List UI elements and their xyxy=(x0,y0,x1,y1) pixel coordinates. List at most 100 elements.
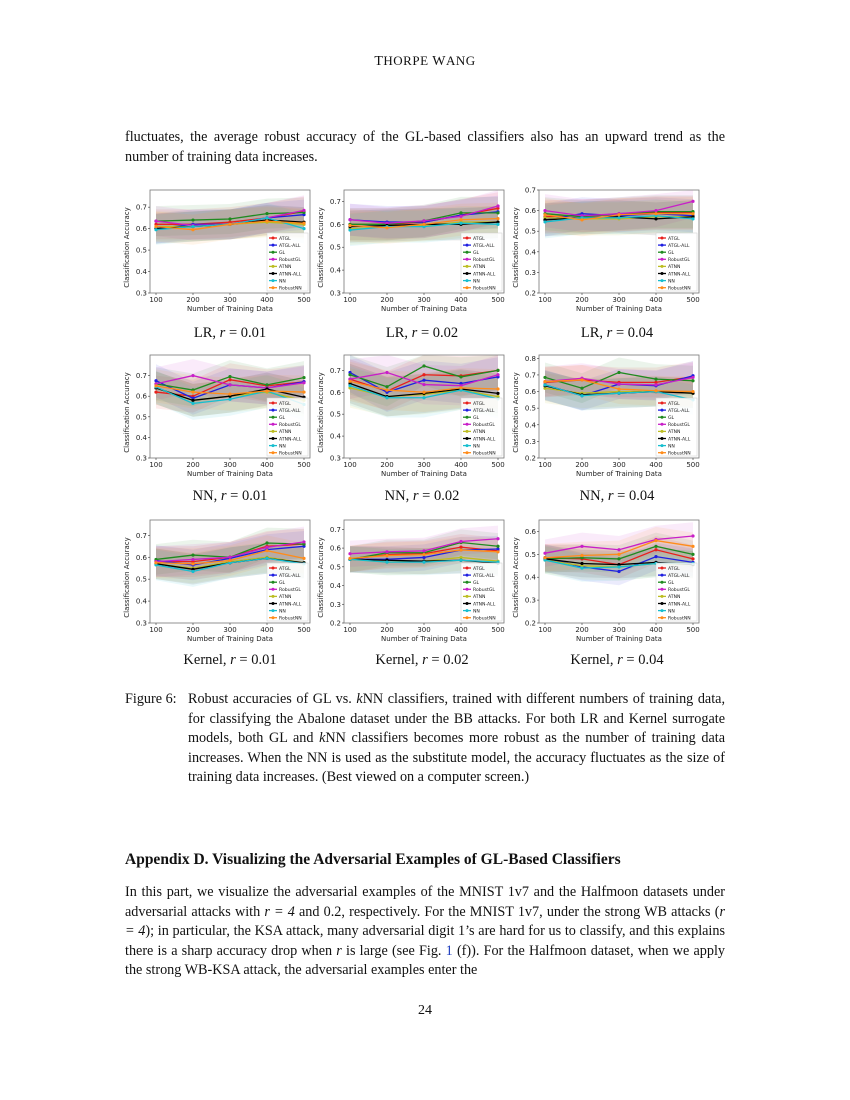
legend-marker xyxy=(465,422,469,426)
x-axis-label: Number of Training Data xyxy=(576,635,662,643)
legend-marker xyxy=(465,415,469,419)
legend-label: ATGL-ALL xyxy=(279,573,301,579)
x-tick-label: 100 xyxy=(343,626,356,634)
legend-label: RobustNN xyxy=(279,616,302,622)
data-point xyxy=(348,556,352,560)
legend-marker xyxy=(465,594,469,598)
legend-marker xyxy=(660,587,664,591)
legend-label: RobustGL xyxy=(279,257,301,263)
legend-marker xyxy=(271,422,275,426)
legend-label: ATNN xyxy=(279,594,291,600)
legend-marker xyxy=(660,279,664,283)
legend-marker xyxy=(271,279,275,283)
data-point xyxy=(191,228,195,232)
y-tick-label: 0.6 xyxy=(330,221,342,229)
legend-label: NN xyxy=(668,443,675,449)
x-tick-label: 400 xyxy=(260,626,273,634)
legend-label: ATNN-ALL xyxy=(279,271,302,277)
data-point xyxy=(228,555,232,559)
legend-marker xyxy=(660,437,664,440)
data-point xyxy=(496,547,500,551)
x-tick-label: 200 xyxy=(380,461,393,469)
legend-label: ATGL xyxy=(473,566,485,572)
x-axis-label: Number of Training Data xyxy=(381,470,467,478)
x-tick-label: 500 xyxy=(297,461,310,469)
data-point xyxy=(154,384,158,388)
data-point xyxy=(543,375,547,380)
chart-8: 0.2 0.3 0.4 0.5 0.6 0.7 100 200 300 400 500 Number … xyxy=(317,519,505,643)
data-point xyxy=(459,388,463,392)
data-point xyxy=(496,544,500,548)
data-point xyxy=(691,212,695,216)
data-point xyxy=(496,368,500,372)
data-point xyxy=(459,555,463,560)
data-point xyxy=(302,540,306,544)
figure-reference-link[interactable]: 1 xyxy=(445,942,453,959)
legend-marker xyxy=(465,609,469,613)
data-point xyxy=(459,548,463,552)
x-tick-label: 500 xyxy=(491,296,504,304)
legend-label: RobustGL xyxy=(473,587,495,593)
legend-marker xyxy=(465,250,469,254)
y-axis-label: Classification Accuracy xyxy=(512,207,520,288)
data-point xyxy=(580,566,584,570)
data-point xyxy=(543,556,547,560)
data-point xyxy=(459,211,463,215)
legend-label: ATNN-ALL xyxy=(473,436,496,442)
plot-area xyxy=(154,195,306,245)
data-point xyxy=(654,209,658,213)
data-point xyxy=(617,569,621,574)
x-tick-label: 400 xyxy=(649,461,662,469)
y-tick-label: 0.7 xyxy=(525,371,536,379)
data-point xyxy=(580,544,584,548)
y-tick-label: 0.5 xyxy=(136,576,147,584)
data-point xyxy=(348,384,352,388)
confidence-band xyxy=(545,364,693,407)
y-tick-label: 0.4 xyxy=(525,574,537,582)
legend-label: NN xyxy=(668,278,675,284)
data-point xyxy=(580,553,584,558)
chart-7: 0.3 0.4 0.5 0.6 0.7 100 200 300 400 500 Number of … xyxy=(123,519,311,643)
legend-label: ATGL xyxy=(668,236,680,242)
data-point xyxy=(154,557,158,562)
legend-marker xyxy=(271,408,275,412)
data-point xyxy=(385,226,389,230)
data-point xyxy=(543,209,547,213)
x-tick-label: 400 xyxy=(454,461,467,469)
data-point xyxy=(422,225,426,229)
legend-label: ATGL-ALL xyxy=(668,573,690,579)
data-point xyxy=(543,220,547,224)
confidence-band xyxy=(350,196,498,241)
data-point xyxy=(265,541,269,545)
legend-marker xyxy=(465,272,469,275)
data-point xyxy=(154,390,158,394)
subfigure-caption: Kernel, r = 0.04 xyxy=(570,652,664,668)
data-point xyxy=(154,224,158,229)
confidence-band xyxy=(156,543,304,587)
data-point xyxy=(191,560,195,564)
data-point xyxy=(302,208,306,212)
data-point xyxy=(154,219,158,223)
legend-marker xyxy=(465,257,469,261)
legend-label: ATGL-ALL xyxy=(473,243,495,249)
y-tick-label: 0.3 xyxy=(136,620,147,628)
legend-label: ATGL xyxy=(668,401,680,407)
data-point xyxy=(691,552,695,556)
x-tick-label: 500 xyxy=(297,296,310,304)
legend-label: ATGL-ALL xyxy=(473,573,495,579)
data-point xyxy=(543,386,547,390)
legend-marker xyxy=(271,451,275,455)
legend-marker xyxy=(271,616,275,620)
data-point xyxy=(617,391,621,395)
legend-marker xyxy=(271,415,275,419)
data-point xyxy=(496,222,500,226)
x-axis-label: Number of Training Data xyxy=(187,635,273,643)
data-point xyxy=(691,534,695,538)
subfigure-caption: NN, r = 0.02 xyxy=(384,488,460,504)
data-point xyxy=(228,397,232,401)
y-tick-label: 0.7 xyxy=(136,372,147,380)
data-point xyxy=(191,398,195,402)
x-tick-label: 400 xyxy=(454,296,467,304)
